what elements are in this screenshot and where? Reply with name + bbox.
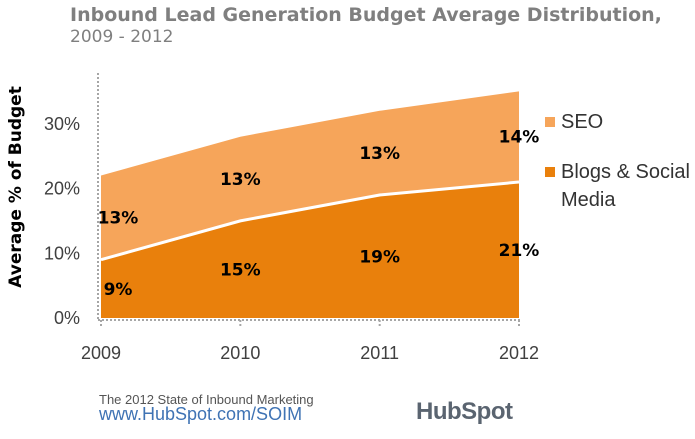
y-tick-label: 30%: [44, 114, 80, 134]
y-tick-label: 10%: [44, 243, 80, 263]
legend-swatch-seo: [545, 117, 555, 127]
source-url[interactable]: www.HubSpot.com/SOIM: [99, 404, 303, 424]
x-tick-label: 2009: [81, 343, 121, 363]
y-tick-label: 0%: [54, 308, 80, 328]
y-axis-label: Average % of Budget: [6, 86, 26, 288]
data-label-seo: 13%: [98, 209, 139, 229]
data-label-blogs: 21%: [499, 241, 540, 261]
area-seo: [101, 91, 519, 260]
legend-swatch-blogs: [545, 167, 555, 177]
legend-label-blogs-text: Blogs & Social Media: [561, 161, 690, 211]
hubspot-logo: HubSpot: [416, 398, 513, 425]
data-label-blogs: 19%: [359, 247, 400, 267]
legend-label-seo: SEO: [561, 111, 604, 133]
legend-label-blogs: Blogs & Social Media: [561, 158, 695, 214]
x-tick-label: 2012: [499, 343, 539, 363]
x-tick-label: 2010: [220, 343, 260, 363]
area-blogs: [101, 182, 519, 318]
data-label-seo: 14%: [499, 128, 540, 148]
data-label-seo: 13%: [359, 144, 400, 164]
data-label-blogs: 15%: [220, 260, 261, 280]
source-line: The 2012 State of Inbound Marketing: [99, 392, 314, 407]
chart-title: Inbound Lead Generation Budget Average D…: [70, 4, 662, 26]
chart-subtitle: 2009 - 2012: [70, 27, 174, 47]
x-tick-label: 2011: [360, 343, 399, 363]
data-label-seo: 13%: [220, 170, 261, 190]
divider-line: [100, 180, 520, 262]
y-tick-label: 20%: [44, 179, 80, 199]
data-label-blogs: 9%: [104, 280, 133, 300]
